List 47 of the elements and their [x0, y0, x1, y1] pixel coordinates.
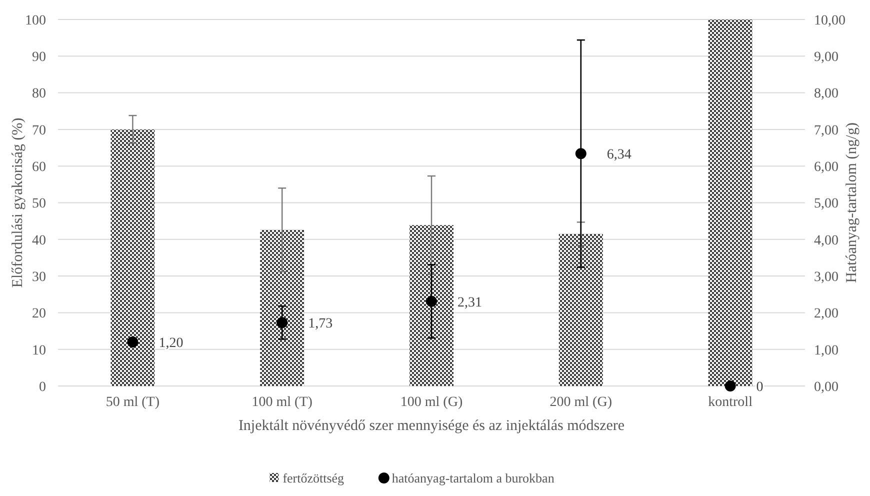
- x-tick-label: kontroll: [708, 395, 753, 410]
- y-tick-label: 70: [32, 123, 46, 138]
- y-tick-label: 30: [32, 270, 46, 285]
- data-label: 2,31: [458, 295, 482, 310]
- bar: [110, 129, 155, 386]
- point: [724, 380, 736, 392]
- point: [575, 148, 586, 160]
- y-tick-label: 90: [32, 50, 46, 66]
- point: [276, 317, 288, 328]
- legend-label: fertőzöttség: [282, 470, 345, 486]
- point: [426, 296, 437, 307]
- data-label: 1,20: [158, 336, 184, 352]
- data-label: 6,34: [606, 148, 632, 163]
- x-tick-label: 200 ml (G): [550, 395, 612, 410]
- y2-tick-label: 7,00: [814, 123, 838, 138]
- y-tick-label: 20: [32, 306, 46, 322]
- legend-label: hatóanyag-tartalom a burokban: [392, 470, 555, 486]
- x-tick-label: 100 ml (G): [400, 395, 463, 410]
- y2-tick-label: 0,00: [814, 380, 838, 395]
- y-tick-label: 40: [32, 233, 46, 248]
- data-label: 0: [756, 380, 764, 395]
- y-tick-label: 80: [32, 86, 46, 102]
- y-tick-label: 0: [39, 380, 46, 395]
- x-tick-label: 50 ml (T): [106, 395, 160, 410]
- data-label: 1,73: [308, 316, 333, 332]
- y2-tick-label: 4,00: [814, 233, 838, 248]
- bar: [558, 234, 603, 386]
- bar: [410, 225, 454, 386]
- y2-tick-label: 6,00: [814, 160, 838, 175]
- x-axis-title: Injektált növényvédő szer mennyisége és az injektálás módszere: [238, 418, 625, 434]
- y-axis-title: Előfordulási gyakoriság (%): [10, 118, 26, 288]
- x-tick-label: 100 ml (T): [252, 395, 313, 410]
- bar: [708, 20, 752, 386]
- y2-tick-label: 1,00: [814, 343, 838, 358]
- y2-axis-title: Hatóanyag-tartalom (ng/g): [844, 122, 860, 283]
- y-tick-label: 60: [32, 160, 46, 175]
- y-tick-label: 10: [32, 343, 46, 358]
- y-tick-label: 50: [32, 196, 46, 212]
- y2-tick-label: 8,00: [814, 86, 838, 102]
- y2-tick-label: 10,00: [814, 13, 846, 28]
- point: [127, 336, 138, 348]
- y2-tick-label: 3,00: [814, 270, 838, 285]
- y-tick-label: 100: [25, 13, 46, 28]
- y2-tick-label: 5,00: [814, 196, 838, 212]
- y2-tick-label: 9,00: [814, 50, 838, 66]
- y2-tick-label: 2,00: [814, 306, 838, 322]
- bar: [260, 230, 304, 386]
